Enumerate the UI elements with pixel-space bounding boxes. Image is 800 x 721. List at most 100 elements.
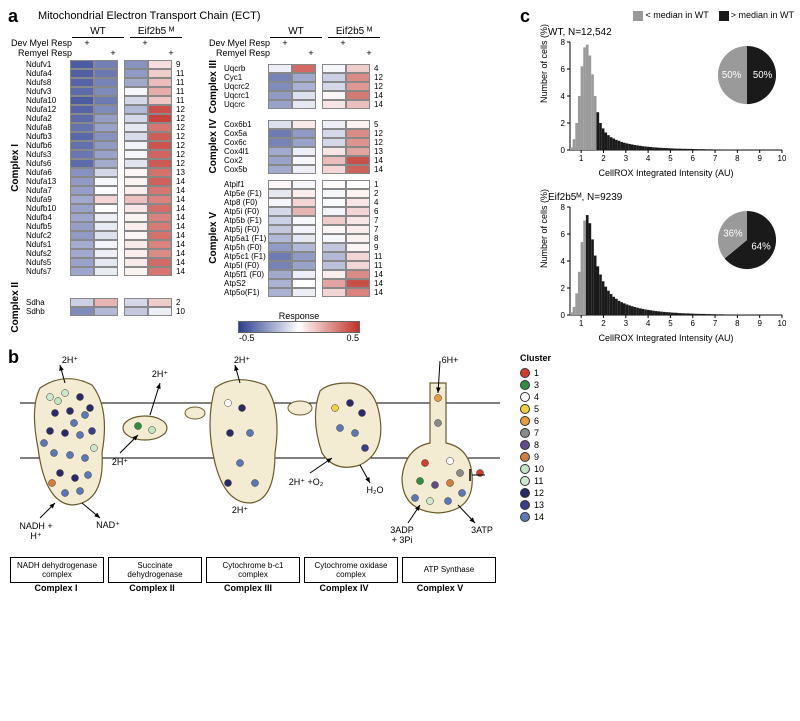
heatmap-cell xyxy=(94,168,118,177)
heatmap-cell xyxy=(124,60,148,69)
cluster-number: 11 xyxy=(534,476,543,486)
cluster-legend-item: 9 xyxy=(520,451,551,463)
cluster-dot xyxy=(520,416,530,426)
complex-box-label: Complex I xyxy=(10,583,102,593)
cluster-number: 14 xyxy=(370,270,390,279)
heatmap-cell xyxy=(292,189,316,198)
gene-name: Ndufs3 xyxy=(24,150,70,159)
gene-row: Atp5f1 (F0)14 xyxy=(222,270,390,279)
heatmap-cell xyxy=(268,207,292,216)
heatmap-cell xyxy=(124,105,148,114)
gene-name: Atp8 (F0) xyxy=(222,198,268,207)
heatmap-cell xyxy=(346,129,370,138)
gene-name: Ndufa10 xyxy=(24,96,70,105)
cluster-number: 9 xyxy=(172,60,192,69)
gene-row: Ndufs3 12 xyxy=(24,150,192,159)
svg-text:5: 5 xyxy=(668,154,673,163)
heatmap-cell xyxy=(70,87,94,96)
cluster-dot xyxy=(520,476,530,486)
gene-name: Cox5a xyxy=(222,129,268,138)
cluster-number: 11 xyxy=(172,69,192,78)
heatmap-cell xyxy=(268,198,292,207)
gene-name: Ndufa12 xyxy=(24,105,70,114)
heatmap-cell xyxy=(148,60,172,69)
heatmap-cell xyxy=(70,213,94,222)
heatmap-cell xyxy=(124,159,148,168)
cluster-number: 14 xyxy=(370,156,390,165)
gene-row: Cox4l113 xyxy=(222,147,390,156)
heatmap-cell xyxy=(124,267,148,276)
svg-text:2: 2 xyxy=(601,319,606,328)
svg-text:NAD⁺: NAD⁺ xyxy=(96,520,120,530)
cluster-number: 4 xyxy=(370,198,390,207)
heatmap-cell xyxy=(94,132,118,141)
complex-box-label: Complex III xyxy=(202,583,294,593)
gene-row: Ndufa1314 xyxy=(24,177,192,186)
svg-text:8: 8 xyxy=(735,154,740,163)
cluster-legend-item: 5 xyxy=(520,403,551,415)
svg-text:H₂O: H₂O xyxy=(367,485,384,495)
cluster-legend: Cluster 134567891011121314 xyxy=(520,353,551,553)
heatmap-cell xyxy=(268,156,292,165)
gene-name: Ndufs5 xyxy=(24,258,70,267)
gene-name: Ndufa6 xyxy=(24,168,70,177)
heatmap-cell xyxy=(70,195,94,204)
svg-text:0: 0 xyxy=(561,146,566,155)
complex-label: Complex V xyxy=(208,212,222,264)
histogram-title: Eif2b5ᴹ, N=9239 xyxy=(548,192,794,203)
svg-text:8: 8 xyxy=(561,203,566,212)
heatmap-cell xyxy=(94,267,118,276)
heatmap-cell xyxy=(94,177,118,186)
heatmap-cell xyxy=(292,64,316,73)
heatmap-cell xyxy=(268,279,292,288)
svg-text:1: 1 xyxy=(579,319,584,328)
heatmap-cell xyxy=(292,261,316,270)
gene-name: Ndufv3 xyxy=(24,87,70,96)
histogram-wt: WT, N=12,542Number of cells (%)024681234… xyxy=(524,27,794,178)
heatmap-cell xyxy=(70,231,94,240)
heatmap-cell xyxy=(268,91,292,100)
cluster-number: 2 xyxy=(370,189,390,198)
gene-row: Atp5c1 (F1)11 xyxy=(222,252,390,261)
gene-row: Ndufb612 xyxy=(24,141,192,150)
heatmap-cell xyxy=(268,243,292,252)
gene-name: Ndufb4 xyxy=(24,213,70,222)
heatmap-cell xyxy=(148,69,172,78)
heatmap-cell xyxy=(70,240,94,249)
gene-name: Ndufs1 xyxy=(24,240,70,249)
heatmap-cell xyxy=(322,225,346,234)
heatmap-cell xyxy=(148,204,172,213)
cluster-dot xyxy=(520,428,530,438)
heatmap-cell xyxy=(322,100,346,109)
genotype-label: Eif2b5 ᴹ xyxy=(328,26,380,38)
heatmap-cell xyxy=(148,105,172,114)
cluster-number: 14 xyxy=(172,204,192,213)
heatmap-cell xyxy=(70,186,94,195)
heatmap-cell xyxy=(70,222,94,231)
gene-name: Ndufs2 xyxy=(24,249,70,258)
complex-block: Complex IISdha2Sdhb10 xyxy=(10,282,192,333)
gene-row: Cox5a12 xyxy=(222,129,390,138)
cluster-legend-item: 1 xyxy=(520,367,551,379)
heatmap-cell xyxy=(148,222,172,231)
svg-text:50%: 50% xyxy=(722,70,742,81)
heatmap-cell xyxy=(346,73,370,82)
cluster-number: 14 xyxy=(172,195,192,204)
svg-text:8: 8 xyxy=(735,319,740,328)
heatmap-cell xyxy=(322,156,346,165)
svg-text:5: 5 xyxy=(668,319,673,328)
heatmap-cell xyxy=(322,91,346,100)
cluster-dot xyxy=(520,464,530,474)
heatmap-cell xyxy=(322,288,346,297)
heatmap-cell xyxy=(148,298,172,307)
cluster-number: 8 xyxy=(370,234,390,243)
heatmap-cell xyxy=(94,307,118,316)
heatmap-cell xyxy=(148,177,172,186)
gene-row: Ndufa914 xyxy=(24,195,192,204)
heatmap-cell xyxy=(148,267,172,276)
heatmap-cell xyxy=(268,82,292,91)
cluster-legend-item: 6 xyxy=(520,415,551,427)
genotype-label: WT xyxy=(72,26,124,38)
complex-box: NADH dehydrogenase complex xyxy=(10,557,104,583)
cluster-number: 12 xyxy=(172,150,192,159)
